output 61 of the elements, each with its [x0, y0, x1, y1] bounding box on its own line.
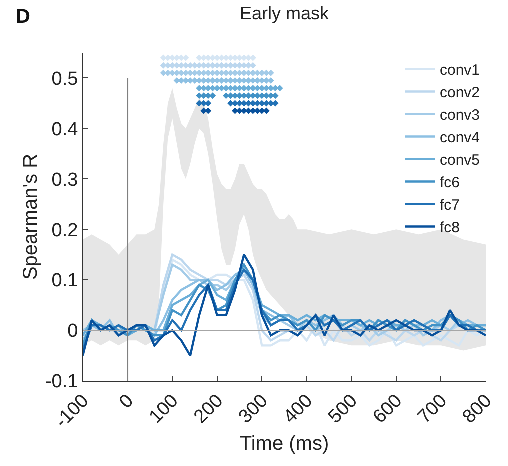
point	[196, 70, 203, 76]
chart-title: Early mask	[240, 4, 330, 24]
point	[192, 78, 198, 84]
point	[272, 92, 279, 100]
x-tick-label: 700	[414, 390, 452, 428]
x-tick-label: 100	[146, 390, 183, 428]
legend-label: fc6	[440, 174, 460, 192]
point	[196, 78, 203, 84]
y-tick-label: -0.1	[45, 372, 78, 393]
x-tick-label: 300	[235, 390, 272, 428]
point	[250, 85, 256, 92]
point	[276, 85, 284, 92]
legend-label: conv3	[440, 107, 480, 124]
legend-label: fc8	[440, 220, 460, 237]
legend-label: conv1	[440, 62, 480, 80]
x-tick-label: 200	[190, 390, 228, 428]
point	[200, 70, 208, 76]
y-tick-label: 0.4	[52, 119, 79, 140]
point	[182, 78, 190, 84]
legend-label: fc7	[440, 197, 460, 214]
point	[196, 85, 203, 92]
point	[200, 78, 208, 84]
point	[268, 70, 274, 76]
point	[272, 100, 279, 107]
point	[254, 85, 261, 92]
point	[263, 85, 270, 92]
point	[187, 78, 194, 84]
point	[263, 78, 270, 84]
point	[174, 78, 180, 84]
point	[258, 78, 266, 84]
y-axis-title: Spearman's R	[20, 154, 42, 280]
point	[205, 108, 212, 114]
legend-label: conv4	[440, 130, 480, 147]
text: D	[16, 6, 30, 28]
y-tick-label: 0.5	[52, 68, 78, 90]
point	[258, 85, 266, 92]
x-tick-label: 800	[458, 390, 496, 428]
x-tick-label: 500	[324, 390, 362, 428]
point	[210, 78, 216, 84]
legend-label: conv2	[440, 84, 480, 102]
y-tick-label: 0.2	[52, 220, 78, 242]
point	[205, 78, 212, 84]
point	[263, 108, 270, 114]
x-axis-title: Time (ms)	[240, 432, 330, 455]
point	[205, 85, 212, 92]
point	[210, 92, 216, 100]
point	[254, 78, 261, 84]
point	[200, 85, 208, 92]
point	[205, 100, 212, 107]
y-tick-label: 0	[68, 321, 78, 342]
x-tick-label: -100	[52, 390, 94, 432]
point	[258, 70, 266, 76]
y-tick-label: 0.3	[52, 170, 78, 191]
point	[268, 78, 274, 84]
x-tick-label: 400	[280, 390, 318, 428]
x-tick-label: 0	[116, 390, 138, 414]
y-tick-label: 0.1	[52, 270, 78, 292]
point	[210, 85, 216, 92]
point	[160, 70, 167, 76]
x-tick-label: 600	[369, 390, 407, 428]
legend-label: conv5	[440, 152, 480, 170]
